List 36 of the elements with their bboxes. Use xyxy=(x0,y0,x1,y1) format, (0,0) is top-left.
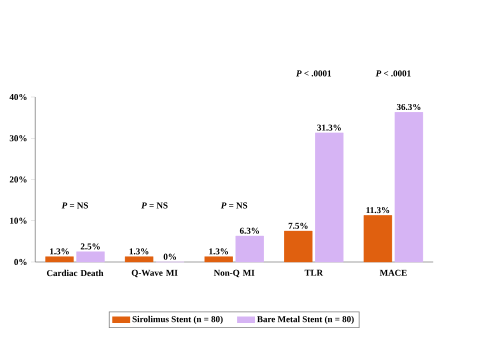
x-tick-label: Cardiac Death xyxy=(46,270,104,276)
y-tick-label: 20% xyxy=(10,176,27,183)
text: P < .0001 xyxy=(296,70,332,76)
data-label: 1.3% xyxy=(209,248,228,254)
y-tick-label: 0% xyxy=(14,258,27,266)
text: P < .0001 xyxy=(376,70,411,76)
x-tick-label: Non-Q MI xyxy=(214,270,254,278)
data-label: 31.3% xyxy=(317,124,341,131)
data-label: 7.5% xyxy=(288,222,308,229)
data-label: 6.3% xyxy=(240,228,259,234)
bar xyxy=(364,215,392,262)
bar xyxy=(204,256,233,262)
data-label: 0% xyxy=(164,254,176,260)
y-tick-label: 40% xyxy=(10,94,27,100)
bar xyxy=(124,256,154,262)
bar xyxy=(76,251,105,262)
bar xyxy=(236,236,264,262)
bar xyxy=(284,230,312,262)
x-tick-label: MACE xyxy=(380,270,407,276)
data-label: 1.3% xyxy=(130,248,148,254)
annotation: P = NS xyxy=(62,202,88,208)
y-tick-label: 10% xyxy=(10,218,27,224)
bar xyxy=(45,256,74,262)
annotation: P = NS xyxy=(141,202,168,208)
x-tick-label: TLR xyxy=(304,270,324,276)
annotation: P = NS xyxy=(220,202,248,208)
legend-label: Sirolimus Stent (n = 80) xyxy=(132,316,223,324)
legend-label: Bare Metal Stent (n = 80) xyxy=(257,316,354,324)
bar xyxy=(315,132,344,262)
bar xyxy=(394,112,424,262)
data-label: 1.3% xyxy=(50,248,69,254)
data-label: 2.5% xyxy=(80,243,100,250)
data-label: 36.3% xyxy=(396,104,420,110)
data-label: 11.3% xyxy=(366,207,390,214)
y-tick-label: 30% xyxy=(10,135,27,142)
x-tick-label: Q-Wave MI xyxy=(132,270,178,278)
